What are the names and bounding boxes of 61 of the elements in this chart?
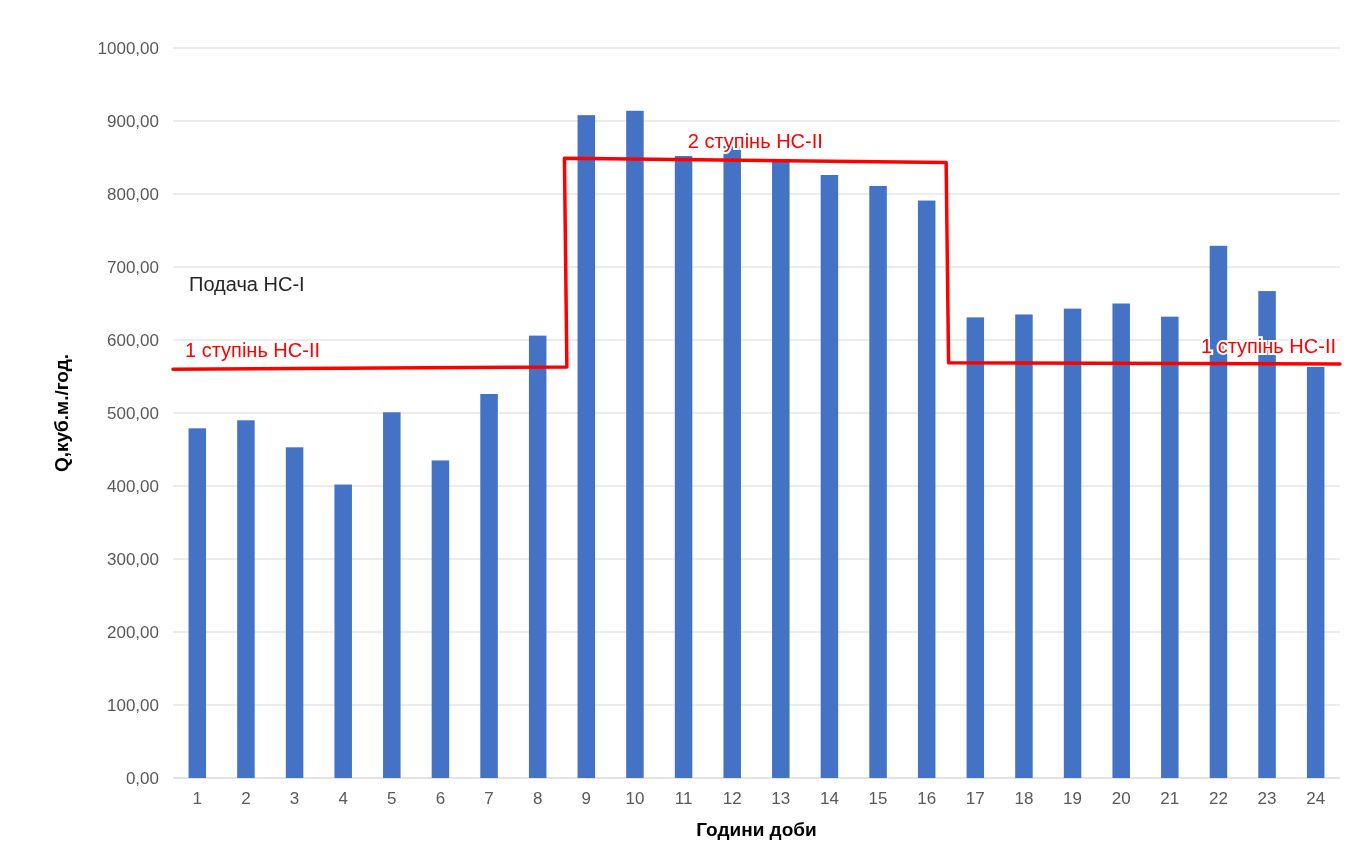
y-tick-label: 0,00 — [125, 768, 159, 788]
bar — [334, 484, 352, 778]
x-tick-label: 3 — [289, 789, 300, 808]
x-tick-label: 21 — [1160, 789, 1180, 808]
x-tick-label: 14 — [819, 789, 839, 808]
bar — [285, 447, 304, 778]
x-tick-label: 15 — [868, 789, 888, 808]
x-tick-label: 7 — [484, 789, 494, 808]
bar — [1015, 314, 1033, 778]
x-tick-label: 11 — [674, 789, 693, 808]
x-axis-title: Години доби — [696, 819, 817, 840]
bar — [869, 185, 887, 778]
x-tick-label: 24 — [1306, 789, 1326, 808]
bar — [917, 200, 936, 778]
x-tick-label: 4 — [338, 789, 348, 808]
y-tick-label: 1000,00 — [97, 38, 159, 58]
x-tick-label: 1 — [192, 789, 203, 808]
x-tick-label: 16 — [917, 789, 937, 808]
x-tick-label: 18 — [1014, 789, 1034, 808]
x-tick-label: 23 — [1257, 789, 1277, 808]
y-tick-label: 500,00 — [107, 403, 159, 423]
x-tick-label: 20 — [1111, 789, 1131, 808]
bar — [966, 317, 985, 778]
bar — [237, 420, 255, 778]
line-series — [171, 156, 1342, 371]
y-tick-label: 300,00 — [107, 549, 159, 569]
y-tick-label: 600,00 — [107, 330, 159, 350]
bar — [674, 156, 693, 778]
bar — [820, 175, 839, 778]
annotation: 2 ступінь НС-II — [687, 130, 823, 153]
x-tick-label: 17 — [965, 789, 985, 808]
y-tick-label: 100,00 — [107, 695, 159, 715]
x-tick-label: 2 — [241, 789, 251, 808]
bar — [528, 335, 547, 778]
y-axis-title: Q,куб.м./год. — [51, 353, 72, 473]
y-tick-label: 800,00 — [107, 184, 159, 204]
y-tick-label: 200,00 — [107, 622, 159, 642]
text: Подача НС-I — [189, 273, 305, 295]
bar — [626, 110, 644, 778]
bar — [1112, 303, 1130, 778]
bar — [188, 428, 207, 778]
x-tick-label: 12 — [722, 789, 742, 808]
y-tick-label: 400,00 — [107, 476, 159, 496]
x-tick-label: 5 — [387, 789, 397, 808]
bar — [480, 394, 498, 778]
y-tick-label: 700,00 — [107, 257, 159, 277]
bar — [1306, 367, 1325, 778]
bar — [577, 115, 596, 778]
x-tick-label: 19 — [1063, 789, 1083, 808]
bar — [1063, 308, 1082, 778]
x-tick-label: 22 — [1208, 789, 1228, 808]
x-tick-label: 8 — [532, 789, 543, 808]
annotation: 1 ступінь НС-II — [185, 339, 321, 362]
bar — [1161, 316, 1179, 778]
bar — [383, 412, 401, 778]
x-tick-label: 13 — [771, 789, 791, 808]
x-tick-label: 6 — [435, 789, 446, 808]
bar — [431, 460, 450, 778]
x-tick-label: 9 — [581, 789, 592, 808]
x-tick-label: 10 — [625, 789, 645, 808]
y-tick-label: 900,00 — [107, 111, 159, 131]
